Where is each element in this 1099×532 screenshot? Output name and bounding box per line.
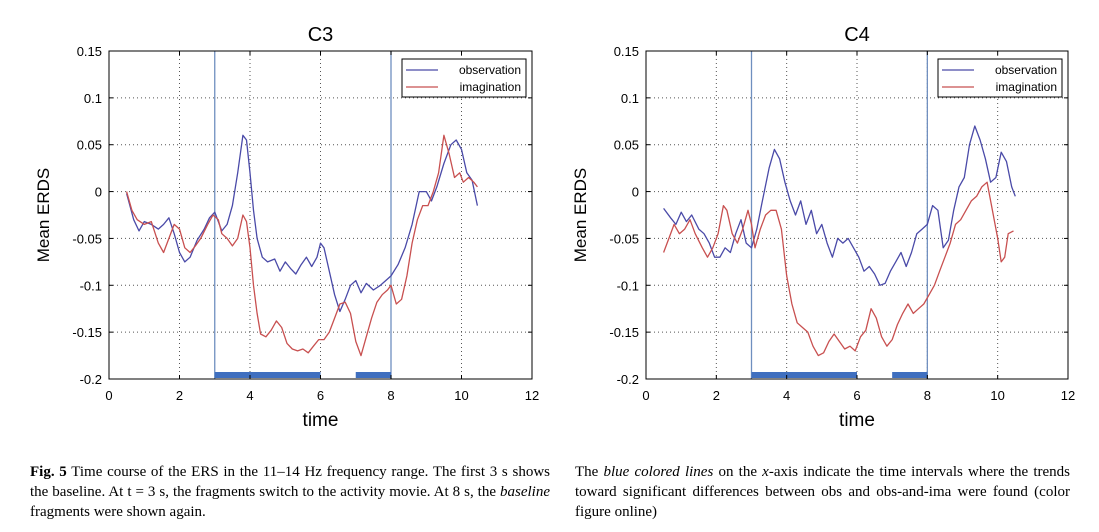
legend-box — [401, 58, 527, 98]
x-tick-label: 0 — [105, 388, 112, 403]
x-tick-label: 6 — [317, 388, 324, 403]
x-tick-label: 10 — [990, 388, 1004, 403]
figure-caption-right: The blue colored lines on the x-axis ind… — [575, 462, 1070, 522]
legend: observation imagination — [937, 58, 1063, 98]
x-tick-label: 8 — [387, 388, 394, 403]
caption-right-emphasis-1: blue colored lines — [603, 464, 714, 480]
x-tick-label: 12 — [1061, 388, 1075, 403]
caption-right-text-1: The — [575, 464, 604, 480]
caption-right-emphasis-2: x — [762, 464, 769, 480]
x-tick-label: 8 — [924, 388, 931, 403]
caption-right-text-3: -axis indicate the time intervals where … — [575, 464, 1071, 520]
y-tick-label: 0 — [632, 185, 639, 200]
y-tick-label: 0.15 — [614, 44, 639, 59]
caption-left-text-1: Time course of the ERS in the 11–14 Hz f… — [30, 464, 550, 500]
caption-fig-label: Fig. 5 — [30, 464, 67, 480]
y-tick-label: 0.1 — [621, 91, 639, 106]
legend: observation imagination — [401, 58, 527, 98]
x-axis-label: time — [303, 410, 339, 431]
chart-title: C4 — [844, 24, 870, 46]
y-tick-label: -0.2 — [617, 372, 639, 387]
significance-bar — [355, 372, 391, 378]
y-tick-label: -0.15 — [609, 325, 639, 340]
x-tick-label: 6 — [853, 388, 860, 403]
y-tick-label: 0.1 — [84, 91, 102, 106]
legend-label-imagination: imagination — [460, 80, 521, 94]
x-tick-label: 4 — [246, 388, 253, 403]
figure-caption-left: Fig. 5 Time course of the ERS in the 11–… — [30, 462, 550, 522]
x-axis-label: time — [839, 410, 875, 431]
chart-panel-1: 0 2 4 6 8 10 12 0.15 0.1 0.05 0 -0.05 -0.1 -0.15 -0.2 C… — [34, 24, 539, 431]
y-tick-label: -0.1 — [80, 278, 102, 293]
chart-title: C3 — [308, 24, 334, 46]
significance-bar — [892, 372, 928, 378]
caption-left-text-2: fragments were shown again. — [30, 504, 206, 520]
x-tick-label: 12 — [525, 388, 539, 403]
y-tick-label: -0.15 — [72, 325, 102, 340]
y-axis-label: Mean ERDS — [571, 168, 590, 262]
y-tick-label: 0.05 — [77, 138, 102, 153]
y-tick-label: 0 — [95, 185, 102, 200]
caption-right-text-2: on the — [713, 464, 763, 480]
series-line-imagination — [662, 181, 1014, 357]
caption-left-emphasis: baseline — [500, 484, 550, 500]
x-tick-label: 2 — [176, 388, 183, 403]
legend-label-imagination: imagination — [996, 80, 1057, 94]
figure-charts: 0 2 4 6 8 10 12 0.15 0.1 0.05 0 -0.05 -0.1 -0.15 -0.2 C… — [34, 24, 1075, 431]
x-tick-label: 0 — [642, 388, 649, 403]
legend-box — [937, 58, 1063, 98]
legend-label-observation: observation — [995, 63, 1057, 77]
series-line-observation — [125, 134, 479, 313]
y-axis-label: Mean ERDS — [34, 168, 53, 262]
y-tick-label: -0.05 — [72, 231, 102, 246]
y-tick-label: 0.15 — [77, 44, 102, 59]
y-tick-label: -0.2 — [80, 372, 102, 387]
series-line-imagination — [125, 134, 478, 357]
x-tick-label: 10 — [454, 388, 468, 403]
y-tick-label: -0.1 — [617, 278, 639, 293]
series-line-observation — [663, 125, 1016, 286]
significance-bar — [751, 372, 857, 378]
significance-bar — [214, 372, 321, 378]
legend-label-observation: observation — [459, 63, 521, 77]
y-tick-label: 0.05 — [614, 138, 639, 153]
chart-panel-2: 0 2 4 6 8 10 12 0.15 0.1 0.05 0 -0.05 -0.1 -0.15 -0.2 C… — [571, 24, 1075, 431]
y-tick-label: -0.05 — [609, 231, 639, 246]
x-tick-label: 4 — [783, 388, 790, 403]
x-tick-label: 2 — [713, 388, 720, 403]
